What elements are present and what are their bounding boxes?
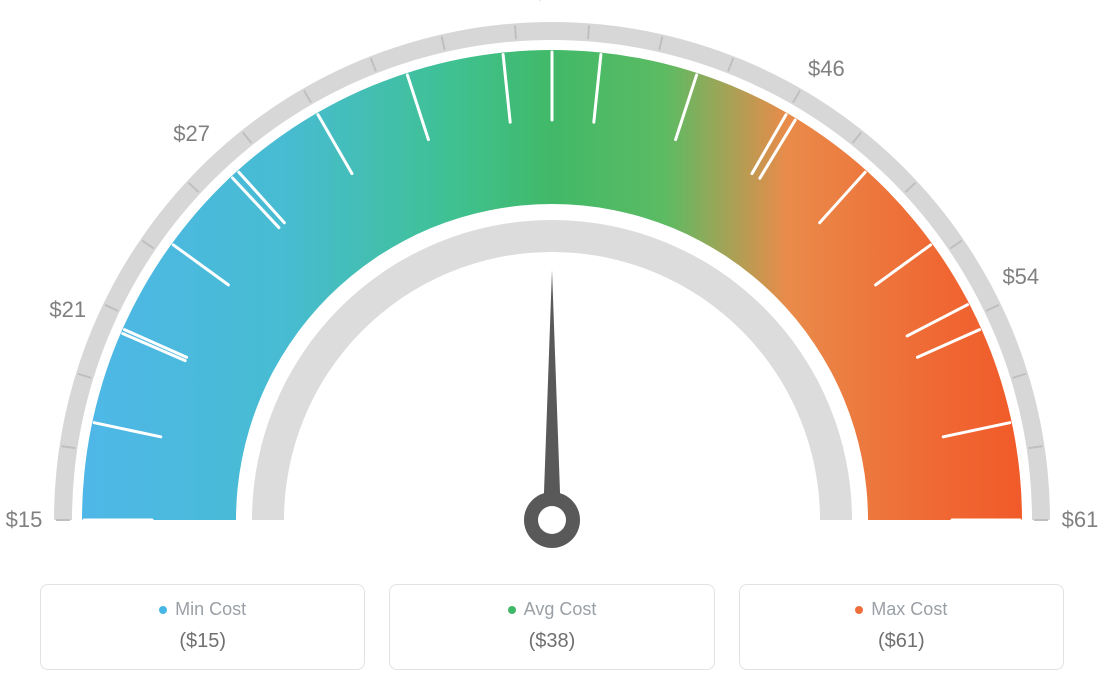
gauge-area: $15 $21 $27 $38 $46 $54 $61 [0,0,1104,580]
gauge-tick-label: $27 [173,121,210,147]
gauge-tick-label: $61 [1062,507,1099,533]
legend-label-max: Max Cost [871,599,947,620]
legend-value-min: ($15) [51,630,354,653]
legend-value-avg: ($38) [400,630,703,653]
gauge-tick-label: $54 [1002,264,1039,290]
legend-label-avg: Avg Cost [524,599,597,620]
gauge-tick-label: $21 [49,297,86,323]
gauge-tick-label: $38 [534,0,571,5]
legend-label-min: Min Cost [175,599,246,620]
gauge-tick-label: $15 [6,507,43,533]
legend-card-max: Max Cost ($61) [739,584,1064,670]
gauge-svg [0,0,1104,580]
legend-row: Min Cost ($15) Avg Cost ($38) Max Cost (… [40,584,1064,670]
legend-card-min: Min Cost ($15) [40,584,365,670]
dot-icon [508,606,516,614]
dot-icon [159,606,167,614]
legend-value-max: ($61) [750,630,1053,653]
cost-gauge-infographic: $15 $21 $27 $38 $46 $54 $61 Min Cost ($15) Avg… [0,0,1104,690]
dot-icon [855,606,863,614]
legend-card-avg: Avg Cost ($38) [389,584,714,670]
gauge-tick-label: $46 [808,56,845,82]
